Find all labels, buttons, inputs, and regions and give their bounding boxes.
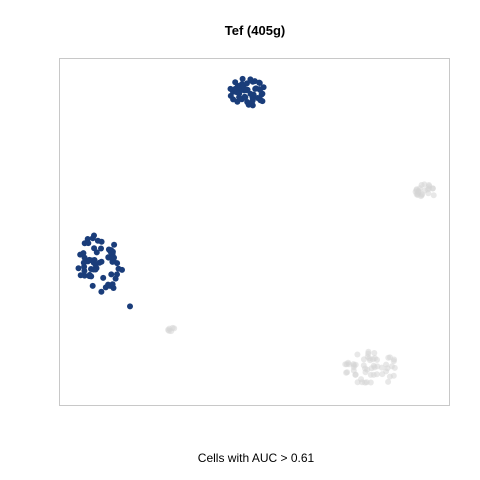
selected-cell-point-150 <box>108 271 115 278</box>
unselected-cell-point-78 <box>352 361 359 368</box>
selected-cell-point-97 <box>227 85 234 92</box>
selected-cell-point-182 <box>75 265 82 272</box>
selected-cell-point-128 <box>249 97 256 104</box>
unselected-cell-point-71 <box>354 351 361 358</box>
selected-cell-point-195 <box>127 303 133 310</box>
unselected-cell-point-37 <box>385 378 392 385</box>
selected-cell-point-188 <box>89 235 96 242</box>
selected-cell-point-161 <box>90 259 97 266</box>
unselected-cell-point-76 <box>374 356 380 363</box>
unselected-cell-point-62 <box>383 361 390 368</box>
selected-cell-point-131 <box>230 96 237 103</box>
unselected-cell-point-11 <box>430 192 437 199</box>
selected-cell-point-158 <box>98 238 105 245</box>
unselected-cell-point-81 <box>387 354 393 361</box>
selected-cell-point-139 <box>91 245 98 252</box>
selected-cell-point-127 <box>232 79 239 86</box>
unselected-cell-point-64 <box>370 371 377 378</box>
unselected-cell-point-79 <box>343 369 350 376</box>
selected-cell-point-191 <box>85 240 92 247</box>
chart-caption: Cells with AUC > 0.61 <box>198 451 315 465</box>
selected-cell-point-121 <box>247 90 254 97</box>
selected-cell-point-166 <box>80 250 87 257</box>
unselected-cell-point-75 <box>374 363 381 370</box>
unselected-cell-point-51 <box>379 371 386 378</box>
selected-cell-point-176 <box>90 266 97 273</box>
unselected-cell-point-83 <box>386 373 393 380</box>
selected-cell-point-116 <box>232 85 239 92</box>
unselected-cell-point-44 <box>365 348 372 355</box>
unselected-cell-point-67 <box>360 362 367 369</box>
selected-cell-point-184 <box>105 254 112 261</box>
points-layer <box>75 75 437 386</box>
selected-cell-point-129 <box>253 85 259 92</box>
unselected-cell-point-82 <box>358 376 365 383</box>
selected-cell-point-189 <box>81 254 88 261</box>
selected-cell-point-177 <box>89 282 96 289</box>
unselected-cell-point-13 <box>425 190 432 197</box>
selected-cell-point-151 <box>98 245 104 252</box>
unselected-cell-point-65 <box>368 365 375 372</box>
selected-cell-point-115 <box>260 84 267 91</box>
selected-cell-point-132 <box>243 80 250 87</box>
chart-title: Tef (405g) <box>225 23 285 38</box>
unselected-cell-point-29 <box>166 327 172 334</box>
selected-cell-point-154 <box>105 281 112 288</box>
selected-cell-point-187 <box>109 248 116 255</box>
plot-frame <box>59 58 450 406</box>
selected-cell-point-181 <box>80 259 87 266</box>
selected-cell-point-99 <box>242 94 249 101</box>
unselected-cell-point-21 <box>429 185 436 192</box>
unselected-cell-point-22 <box>421 181 428 188</box>
selected-cell-point-106 <box>239 75 246 82</box>
selected-cell-point-190 <box>112 275 119 282</box>
unselected-cell-point-23 <box>415 188 422 195</box>
unselected-cell-point-72 <box>363 379 370 386</box>
selected-cell-point-126 <box>259 98 266 105</box>
unselected-cell-point-28 <box>171 325 178 332</box>
unselected-cell-point-80 <box>350 367 357 374</box>
selected-cell-point-122 <box>236 90 243 97</box>
selected-cell-point-192 <box>86 256 93 263</box>
selected-cell-point-170 <box>109 281 116 288</box>
unselected-cell-point-84 <box>342 361 349 368</box>
unselected-cell-point-74 <box>390 358 397 365</box>
selected-cell-point-130 <box>256 79 263 86</box>
selected-cell-point-193 <box>100 274 107 281</box>
selected-cell-point-168 <box>98 258 105 265</box>
unselected-cell-point-55 <box>371 350 378 356</box>
selected-cell-point-194 <box>86 273 93 280</box>
unselected-cell-point-73 <box>366 355 373 362</box>
selected-cell-point-137 <box>111 241 118 248</box>
selected-cell-point-171 <box>77 272 84 279</box>
selected-cell-point-124 <box>244 99 251 105</box>
unselected-cell-point-66 <box>362 369 369 376</box>
selected-cell-point-147 <box>98 288 105 295</box>
unselected-cell-point-77 <box>388 363 395 370</box>
selected-cell-point-167 <box>119 266 125 273</box>
